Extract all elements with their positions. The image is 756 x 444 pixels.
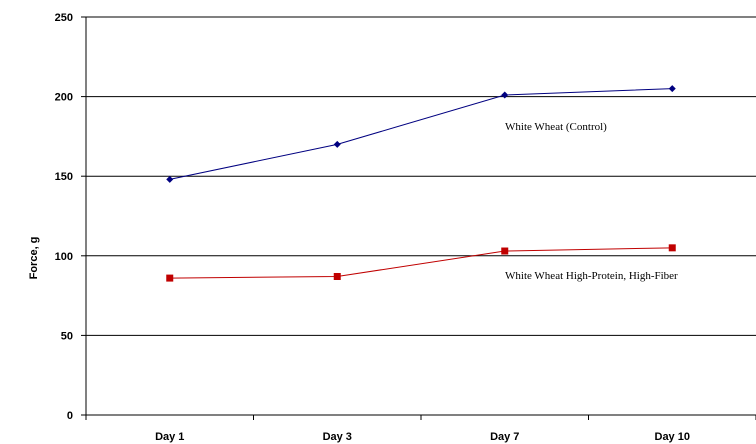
- series: [166, 85, 676, 282]
- data-point-square: [166, 274, 174, 282]
- y-axis-title: Force, g: [28, 237, 40, 280]
- labels: White Wheat (Control) White Wheat High-Pr…: [505, 121, 678, 282]
- x-tick-label: Day 1: [155, 431, 184, 443]
- series-label-2: White Wheat High-Protein, High-Fiber: [505, 270, 678, 282]
- series-line-1: [169, 88, 673, 180]
- data-point-diamond: [501, 91, 509, 99]
- x-tick-label: Day 3: [323, 431, 352, 443]
- axes: 0 50 100 150 200 250 Day 1 Day 3 Day 7 Day 10: [55, 12, 756, 443]
- y-tick-label: 200: [55, 92, 73, 104]
- x-tick-label: Day 10: [655, 431, 690, 443]
- data-point-diamond: [166, 175, 174, 183]
- y-tick-label: 50: [61, 330, 73, 342]
- y-tick-label: 0: [67, 410, 73, 422]
- data-point-diamond: [333, 140, 341, 148]
- series-line-2: [169, 247, 673, 279]
- gridlines: [86, 16, 756, 336]
- y-tick-label: 250: [55, 12, 73, 24]
- data-point-square: [333, 272, 341, 280]
- series-label-1: White Wheat (Control): [505, 121, 607, 133]
- data-point-diamond: [668, 85, 676, 93]
- data-point-square: [668, 244, 676, 252]
- y-tick-label: 150: [55, 171, 73, 183]
- x-tick-label: Day 7: [490, 431, 519, 443]
- data-point-square: [501, 247, 509, 255]
- y-tick-label: 100: [55, 251, 73, 263]
